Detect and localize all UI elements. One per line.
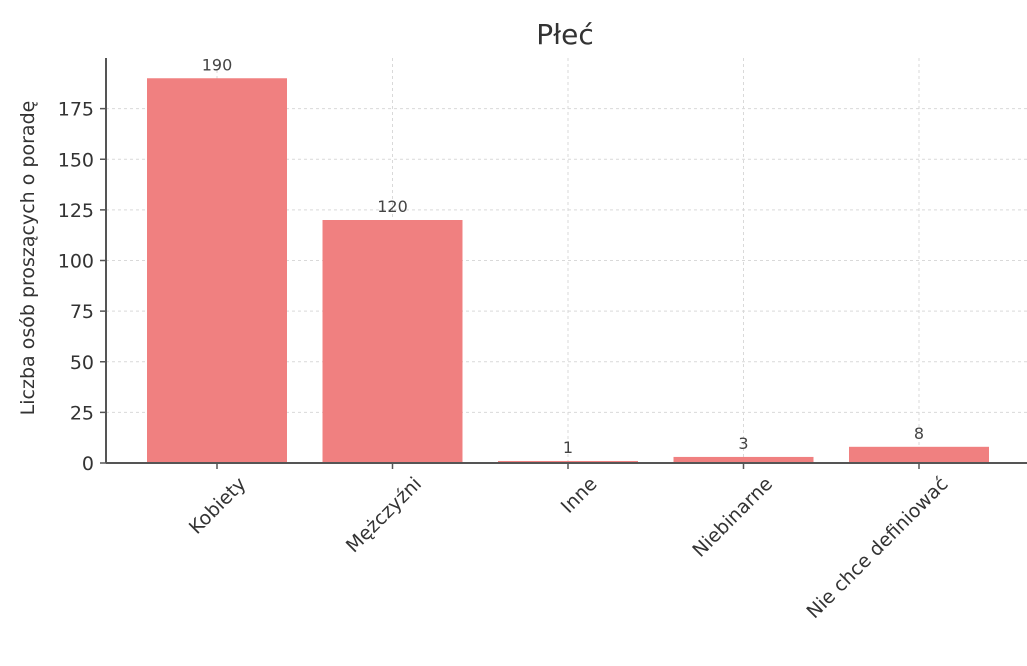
bar-mężczyźni (322, 220, 463, 463)
x-tick-label: Kobiety (185, 473, 251, 539)
y-tick-label: 100 (58, 251, 94, 273)
y-tick-label: 50 (70, 352, 94, 374)
x-tick-label: Niebinarne (688, 473, 777, 562)
data-label: 120 (377, 197, 408, 216)
data-label: 3 (738, 434, 748, 453)
y-tick-label: 175 (58, 99, 94, 121)
data-labels: 190 120 1 3 8 (202, 55, 924, 457)
chart-title: Płeć (536, 18, 593, 51)
data-label: 1 (563, 438, 573, 457)
bar-niebinarne (673, 456, 814, 463)
y-tick-label: 150 (58, 149, 94, 171)
bar-nie-chce-definiować (849, 446, 989, 463)
x-ticks: Kobiety Mężczyźni Inne Niebinarne Nie chce d… (185, 463, 953, 623)
y-ticks: 0 25 50 75 100 125 150 175 (58, 99, 106, 475)
bar-kobiety (147, 78, 287, 463)
bars (147, 78, 989, 463)
data-label: 8 (914, 424, 924, 443)
data-label: 190 (202, 55, 233, 74)
y-axis-label: Liczba osób proszących o poradę (17, 101, 39, 416)
x-tick-label: Inne (557, 473, 602, 518)
bar-inne (498, 460, 638, 463)
y-tick-label: 125 (58, 200, 94, 222)
y-tick-label: 0 (82, 453, 94, 475)
y-tick-label: 25 (70, 402, 94, 424)
x-tick-label: Nie chce definiować (802, 473, 952, 623)
y-tick-label: 75 (70, 301, 94, 323)
x-tick-label: Mężczyźni (342, 473, 426, 557)
